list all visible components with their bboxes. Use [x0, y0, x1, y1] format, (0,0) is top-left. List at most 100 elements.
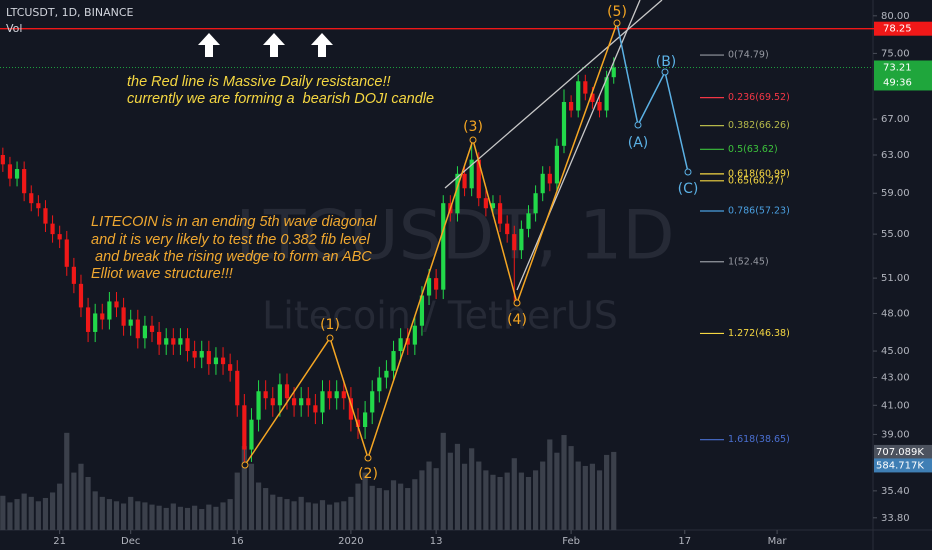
wave-label: (A)	[628, 135, 649, 151]
candle-body	[228, 364, 233, 371]
candle-body	[299, 398, 304, 406]
candle-body	[497, 203, 503, 224]
volume-bar	[71, 472, 77, 530]
volume-bar	[611, 451, 617, 530]
watermark-symbol: LTCUSDT, 1D	[235, 197, 674, 276]
volume-bar	[469, 448, 475, 530]
y-tick-label: 35.40	[881, 486, 910, 497]
candle-body	[327, 391, 332, 399]
candle-body	[355, 419, 361, 428]
candle-body	[142, 325, 148, 339]
volume-bar	[113, 501, 120, 530]
candle-body	[576, 81, 581, 111]
volume-bar	[291, 501, 297, 530]
candle-body	[419, 295, 425, 326]
volume-bar	[575, 461, 581, 530]
watermark: LTCUSDT, 1D Litecoin / TetherUS	[235, 197, 674, 338]
abc-point	[661, 68, 669, 76]
candle-body	[512, 234, 517, 251]
candle-body	[348, 398, 354, 420]
volume-bar	[277, 496, 283, 530]
volume-bar	[348, 496, 354, 530]
volume-bar	[568, 446, 574, 530]
volume-bar	[440, 432, 446, 530]
x-tick-label: 16	[231, 536, 244, 547]
volume-bar	[234, 472, 240, 530]
y-tick-label: 80.00	[881, 11, 910, 22]
candle-body	[490, 203, 496, 209]
candle-body	[405, 338, 410, 345]
fib-label: 0.236(69.52)	[728, 92, 790, 103]
volume-bar	[355, 483, 361, 530]
candle-body	[455, 173, 460, 214]
volume-bar	[525, 477, 532, 530]
wave-point	[513, 299, 521, 307]
volume-bar	[326, 504, 333, 530]
fib-label: 0.65(60.27)	[728, 175, 784, 186]
y-tick-label: 75.00	[881, 48, 910, 59]
volume-bar	[7, 502, 13, 530]
arrows	[198, 33, 333, 57]
candle-body	[391, 351, 396, 371]
abc-path	[616, 22, 689, 173]
candle-body	[199, 351, 204, 358]
annotation: Elliot wave structure!!!	[91, 266, 233, 282]
last-price-tag	[874, 60, 932, 91]
volume-bar	[92, 491, 98, 530]
volume-bar	[398, 483, 404, 530]
candle-body	[434, 278, 439, 290]
candle-body	[164, 338, 169, 345]
y-tick-label: 41.00	[881, 400, 910, 411]
candle-body	[107, 301, 112, 320]
candle-body	[370, 391, 375, 413]
y-tick-label: 63.00	[881, 150, 910, 161]
candle-body	[22, 169, 27, 194]
wave-label: (4)	[507, 312, 527, 328]
volume-bar	[99, 496, 105, 530]
candle-body	[341, 391, 346, 399]
arrow	[311, 33, 333, 57]
candle-body	[320, 391, 325, 413]
candle-body	[128, 319, 133, 326]
candle-body	[43, 208, 48, 224]
arrow	[198, 33, 220, 57]
candle-body	[220, 357, 226, 365]
volume-bar	[604, 454, 610, 530]
candle-body	[100, 313, 105, 320]
volume-bar	[433, 468, 439, 530]
volume-bar	[504, 472, 510, 530]
candle-body	[554, 145, 560, 184]
candle-body	[85, 307, 91, 332]
volume-bar	[369, 485, 375, 530]
volume-bar	[57, 483, 63, 530]
volume-bar	[419, 470, 425, 530]
x-tick-label: 13	[430, 536, 443, 547]
volume-bar	[511, 458, 517, 530]
candle-body	[505, 223, 510, 235]
volume-bar	[227, 499, 233, 530]
y-tick-label: 33.80	[881, 513, 910, 524]
volume-bar	[142, 502, 148, 530]
candle-body	[398, 338, 403, 352]
candle-body	[185, 338, 190, 352]
volume-bar	[426, 461, 432, 530]
watermark-name: Litecoin / TetherUS	[262, 294, 618, 338]
wave-point	[364, 454, 372, 462]
fib-label: 0.786(57.23)	[728, 205, 790, 216]
candle-body	[604, 77, 609, 111]
candle-body	[277, 384, 282, 406]
candle-body	[363, 412, 368, 428]
candle-body	[469, 159, 474, 189]
fib-label: 1.272(46.38)	[728, 328, 790, 339]
volume-bar	[177, 506, 184, 530]
volume-tag	[874, 444, 932, 459]
resistance-tag	[874, 21, 932, 36]
candle-body	[256, 391, 261, 420]
volume-bar	[319, 500, 326, 530]
volume-bar	[412, 479, 418, 530]
candle-body	[590, 93, 595, 102]
candle-body	[284, 384, 290, 399]
volume-bar	[241, 446, 247, 530]
